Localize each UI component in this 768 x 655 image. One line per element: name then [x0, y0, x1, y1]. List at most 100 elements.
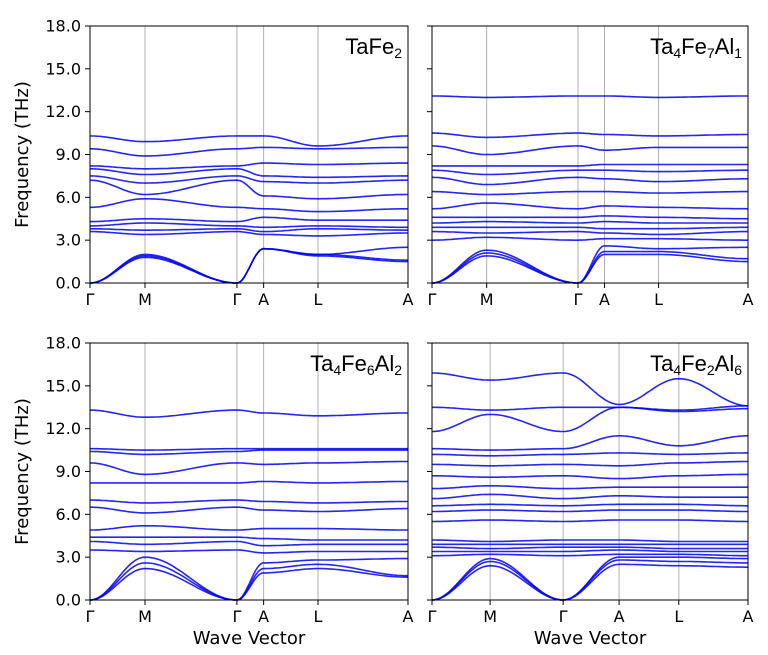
x-tick-label: A — [614, 607, 625, 626]
phonon-band-14 — [89, 135, 409, 147]
panel-title: Ta4Fe7Al1 — [650, 34, 742, 61]
phonon-band-6 — [90, 222, 408, 229]
phonon-band-9 — [90, 499, 408, 504]
phonon-band-5 — [89, 227, 408, 233]
plot-frame — [89, 25, 409, 284]
x-tick-label: L — [314, 290, 323, 309]
x-tick-label: M — [138, 607, 152, 626]
phonon-band-2 — [89, 562, 408, 601]
phonon-band-4 — [90, 549, 408, 554]
phonon-band-20 — [432, 372, 749, 407]
panel-title: Ta4Fe2Al6 — [650, 351, 742, 378]
y-tick-label: 15.0 — [45, 376, 81, 395]
x-tick-label: M — [480, 290, 494, 309]
x-tick-label: M — [483, 607, 497, 626]
phonon-band-7 — [90, 216, 408, 223]
x-tick-label: L — [674, 607, 683, 626]
phonon-band-12 — [432, 493, 748, 500]
x-tick-label: Γ — [559, 607, 568, 626]
phonon-band-8 — [432, 215, 749, 220]
y-tick-label: 0.0 — [56, 274, 81, 293]
phonon-band-19 — [432, 405, 748, 411]
phonon-band-1 — [89, 567, 409, 601]
phonon-band-6 — [90, 536, 408, 541]
y-tick-label: 18.0 — [45, 334, 81, 353]
x-tick-label: Γ — [86, 607, 95, 626]
y-tick-label: 9.0 — [56, 145, 81, 164]
phonon-band-10 — [90, 175, 408, 184]
phonon-band-15 — [432, 460, 748, 467]
band-panel-1: 0.03.06.09.012.015.018.0Γ M Γ A L AFrequency … — [12, 17, 414, 310]
phonon-band-12 — [432, 169, 748, 176]
phonon-band-9 — [432, 519, 748, 523]
x-tick-label: A — [403, 607, 414, 626]
phonon-band-13 — [432, 485, 748, 490]
x-tick-label: L — [314, 607, 323, 626]
phonon-band-4 — [90, 230, 408, 237]
phonon-band-2 — [431, 250, 748, 284]
phonon-band-3 — [89, 556, 408, 601]
phonon-band-12 — [90, 162, 408, 170]
x-tick-label: A — [743, 290, 754, 309]
y-tick-label: 0.0 — [56, 591, 81, 610]
phonon-band-9 — [431, 202, 749, 210]
phonon-band-16 — [432, 452, 748, 457]
phonon-band-4 — [432, 553, 748, 557]
phonon-band-10 — [432, 509, 748, 513]
phonon-band-2 — [431, 559, 748, 601]
phonon-band-11 — [89, 460, 408, 476]
x-tick-label: A — [599, 290, 610, 309]
phonon-band-12 — [90, 449, 408, 456]
phonon-band-1 — [431, 563, 748, 601]
phonon-band-11 — [431, 176, 748, 186]
phonon-band-13 — [90, 146, 408, 157]
phonon-band-10 — [432, 190, 748, 196]
panel-title: Ta4Fe6Al2 — [310, 351, 402, 378]
x-tick-label: Γ — [232, 607, 241, 626]
phonon-band-13 — [90, 447, 408, 451]
x-tick-label: A — [403, 290, 414, 309]
phonon-band-8 — [90, 506, 408, 514]
phonon-band-17 — [432, 435, 748, 451]
y-tick-label: 3.0 — [56, 231, 81, 250]
phonon-band-18 — [431, 406, 748, 433]
phonon-band-16 — [432, 95, 748, 99]
y-tick-label: 18.0 — [45, 17, 81, 36]
y-tick-label: 6.0 — [56, 505, 81, 524]
phonon-band-5 — [432, 230, 748, 236]
phonon-band-9 — [89, 179, 408, 200]
plot-frame — [89, 342, 409, 601]
y-axis-title: Frequency (THz) — [12, 81, 33, 228]
x-tick-label: A — [743, 607, 754, 626]
phonon-band-6 — [432, 226, 748, 230]
phonon-band-3 — [431, 556, 748, 601]
x-tick-label: M — [138, 290, 152, 309]
phonon-band-11 — [90, 168, 408, 179]
x-tick-label: A — [258, 607, 269, 626]
phonon-band-7 — [90, 525, 408, 531]
band-panel-4: Γ M Γ A L A Wave Vector Ta4Fe2Al6 — [427, 342, 754, 649]
y-tick-label: 12.0 — [45, 102, 81, 121]
phonon-band-7 — [432, 220, 748, 224]
x-tick-label: L — [654, 290, 663, 309]
y-tick-label: 6.0 — [56, 188, 81, 207]
x-axis-title: Wave Vector — [193, 628, 306, 649]
phonon-band-1 — [89, 247, 408, 284]
y-tick-label: 12.0 — [45, 419, 81, 438]
phonon-band-8 — [432, 539, 748, 543]
y-tick-label: 9.0 — [56, 462, 81, 481]
y-tick-label: 15.0 — [45, 59, 81, 78]
phonon-band-15 — [432, 132, 748, 139]
phonon-band-2 — [89, 247, 409, 284]
x-tick-label: Γ — [428, 290, 437, 309]
x-tick-label: Γ — [428, 607, 437, 626]
x-axis-title: Wave Vector — [534, 628, 647, 649]
x-tick-label: Γ — [86, 290, 95, 309]
phonon-band-14 — [90, 409, 408, 418]
phonon-band-8 — [90, 198, 408, 213]
x-tick-label: Γ — [574, 290, 583, 309]
phonon-band-5 — [432, 549, 748, 553]
y-axis-title: Frequency (THz) — [12, 398, 33, 545]
phonon-band-14 — [431, 145, 748, 156]
